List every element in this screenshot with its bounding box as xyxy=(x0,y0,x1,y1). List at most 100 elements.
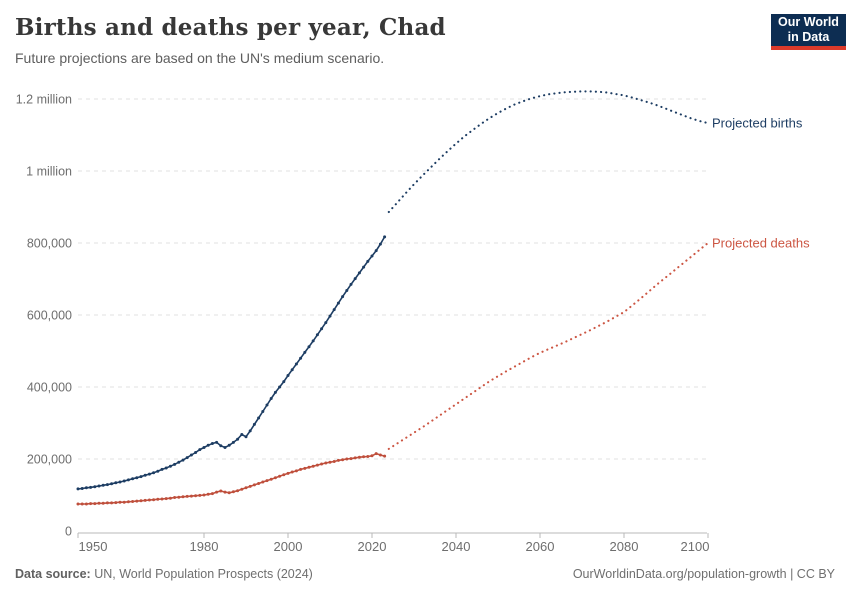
deaths-point[interactable] xyxy=(294,469,298,473)
deaths-point[interactable] xyxy=(332,460,336,463)
births-point[interactable] xyxy=(210,442,214,445)
births-point[interactable] xyxy=(307,345,311,349)
deaths-point[interactable] xyxy=(168,496,172,500)
births-point[interactable] xyxy=(311,339,315,343)
deaths-point[interactable] xyxy=(311,464,315,468)
deaths-point[interactable] xyxy=(265,479,269,483)
births-point[interactable] xyxy=(231,440,235,444)
deaths-point[interactable] xyxy=(122,500,126,504)
deaths-point[interactable] xyxy=(198,493,202,497)
births-point[interactable] xyxy=(299,356,303,360)
births-point[interactable] xyxy=(215,440,219,444)
births-point[interactable] xyxy=(156,469,160,473)
deaths-point[interactable] xyxy=(156,497,160,501)
births-point[interactable] xyxy=(324,321,328,325)
deaths-point[interactable] xyxy=(341,458,345,462)
deaths-point[interactable] xyxy=(252,483,256,487)
credit-link[interactable]: OurWorldinData.org/population-growth | C… xyxy=(572,567,835,581)
deaths-point[interactable] xyxy=(101,501,105,505)
projected-deaths-line[interactable] xyxy=(387,241,710,450)
births-point[interactable] xyxy=(328,314,332,318)
deaths-point[interactable] xyxy=(320,462,324,466)
series-projected-deaths[interactable]: Projected deaths xyxy=(387,236,810,450)
deaths-point[interactable] xyxy=(131,500,135,503)
deaths-point[interactable] xyxy=(231,490,235,494)
births-point[interactable] xyxy=(93,485,97,489)
births-point[interactable] xyxy=(282,380,286,384)
births-point[interactable] xyxy=(357,271,361,275)
deaths-point[interactable] xyxy=(282,473,286,477)
births-point[interactable] xyxy=(303,350,307,354)
deaths-point[interactable] xyxy=(374,452,378,456)
deaths-point[interactable] xyxy=(139,499,143,503)
births-point[interactable] xyxy=(135,476,139,480)
deaths-point[interactable] xyxy=(210,492,214,496)
births-point[interactable] xyxy=(273,390,277,394)
births-point[interactable] xyxy=(378,242,382,246)
births-point[interactable] xyxy=(181,458,185,462)
births-point[interactable] xyxy=(202,446,206,449)
births-point[interactable] xyxy=(383,235,387,239)
deaths-point[interactable] xyxy=(353,456,357,460)
births-point[interactable] xyxy=(345,289,349,292)
deaths-point[interactable] xyxy=(370,454,374,458)
deaths-point[interactable] xyxy=(261,480,265,484)
deaths-point[interactable] xyxy=(84,502,88,506)
deaths-point[interactable] xyxy=(290,470,294,474)
deaths-point[interactable] xyxy=(215,490,219,494)
births-point[interactable] xyxy=(265,403,269,407)
deaths-point[interactable] xyxy=(383,454,387,458)
births-point[interactable] xyxy=(189,453,193,457)
births-point[interactable] xyxy=(177,460,181,464)
births-point[interactable] xyxy=(206,443,210,447)
births-point[interactable] xyxy=(76,487,80,491)
deaths-point[interactable] xyxy=(181,495,185,499)
births-point[interactable] xyxy=(105,483,109,487)
owid-logo[interactable]: Our World in Data xyxy=(771,14,846,50)
deaths-point[interactable] xyxy=(366,455,370,458)
deaths-point[interactable] xyxy=(93,502,97,506)
births-point[interactable] xyxy=(126,478,130,482)
births-point[interactable] xyxy=(257,416,261,420)
births-point[interactable] xyxy=(164,466,168,470)
deaths-point[interactable] xyxy=(248,484,252,488)
births-point[interactable] xyxy=(143,473,147,477)
births-point[interactable] xyxy=(118,480,122,484)
deaths-point[interactable] xyxy=(303,466,307,470)
deaths-point[interactable] xyxy=(105,501,109,505)
births-point[interactable] xyxy=(168,464,172,468)
deaths-point[interactable] xyxy=(244,486,248,490)
deaths-point[interactable] xyxy=(236,489,240,493)
births-point[interactable] xyxy=(278,385,282,389)
deaths-point[interactable] xyxy=(118,500,122,504)
births-point[interactable] xyxy=(110,482,114,486)
births-point[interactable] xyxy=(114,481,118,485)
births-point[interactable] xyxy=(223,446,227,449)
deaths-point[interactable] xyxy=(110,501,114,505)
births-point[interactable] xyxy=(198,448,202,452)
deaths-point[interactable] xyxy=(76,502,80,506)
births-point[interactable] xyxy=(248,429,252,433)
series-projected-births[interactable]: Projected births xyxy=(387,90,803,214)
births-point[interactable] xyxy=(252,422,256,426)
births-point[interactable] xyxy=(315,333,319,337)
births-point[interactable] xyxy=(244,435,248,439)
deaths-point[interactable] xyxy=(126,500,130,504)
deaths-point[interactable] xyxy=(299,467,303,471)
deaths-point[interactable] xyxy=(143,498,147,502)
deaths-point[interactable] xyxy=(89,502,93,506)
births-point[interactable] xyxy=(131,477,135,481)
births-point[interactable] xyxy=(370,254,374,258)
births-point[interactable] xyxy=(349,282,353,286)
births-point[interactable] xyxy=(353,277,357,281)
births-point[interactable] xyxy=(332,308,336,312)
births-point[interactable] xyxy=(173,462,177,466)
deaths-point[interactable] xyxy=(194,494,198,498)
births-point[interactable] xyxy=(227,443,231,447)
births-point[interactable] xyxy=(139,475,143,479)
births-point[interactable] xyxy=(219,444,223,448)
deaths-point[interactable] xyxy=(273,476,277,480)
deaths-point[interactable] xyxy=(173,496,177,499)
deaths-point[interactable] xyxy=(357,455,361,459)
deaths-point[interactable] xyxy=(286,471,290,475)
